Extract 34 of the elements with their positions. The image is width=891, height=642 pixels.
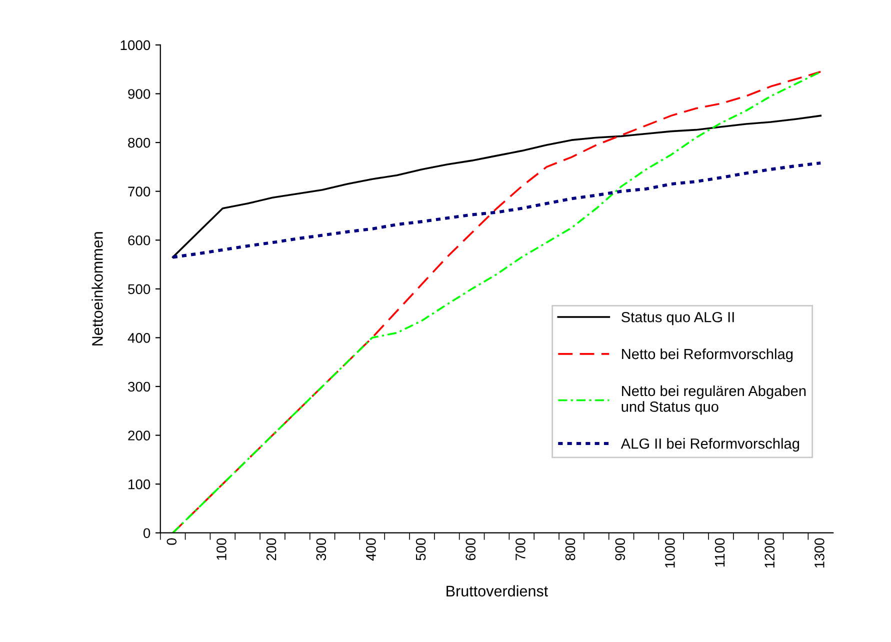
y-tick-label: 400 [128,333,150,343]
y-tick-label: 300 [128,382,150,392]
legend-label: Netto bei Reformvorschlag [622,348,793,362]
y-tick-label: 0 [143,528,150,538]
y-tick-label: 800 [128,138,150,148]
y-tick-label: 100 [128,479,150,490]
y-tick-label: 600 [128,235,150,246]
legend-label: Status quo ALG II [622,312,734,326]
x-tick-label: 100 [216,538,226,560]
x-tick-label: 1000 [665,538,675,568]
line-series [171,161,822,259]
y-axis-title: Nettoeinkommen [92,232,103,346]
x-tick-label: 900 [615,538,626,560]
y-tick-label: 1000 [120,40,150,50]
legend-label: Netto bei regulären Abgaben und Status quo [622,385,806,415]
y-tick-label: 200 [128,430,150,440]
x-tick-label: 600 [466,538,476,560]
line-series [172,114,822,258]
x-tick-label: 700 [516,538,526,560]
y-tick-label: 700 [128,186,150,196]
x-tick-label: 1100 [714,538,725,567]
x-tick-label: 0 [166,538,177,545]
legend-label: ALG II bei Reformvorschlag [620,438,800,452]
line-series [172,70,822,533]
x-tick-label: 400 [366,538,376,561]
y-tick-label: 500 [128,284,150,294]
x-tick-label: 200 [266,538,276,560]
x-axis-title: Bruttoverdienst [446,585,548,597]
x-tick-label: 1200 [764,538,775,568]
x-tick-label: 1300 [814,538,824,568]
x-tick-label: 300 [316,538,326,560]
x-tick-label: 500 [416,538,426,560]
y-tick-label: 900 [128,89,150,99]
x-tick-label: 800 [565,538,576,560]
